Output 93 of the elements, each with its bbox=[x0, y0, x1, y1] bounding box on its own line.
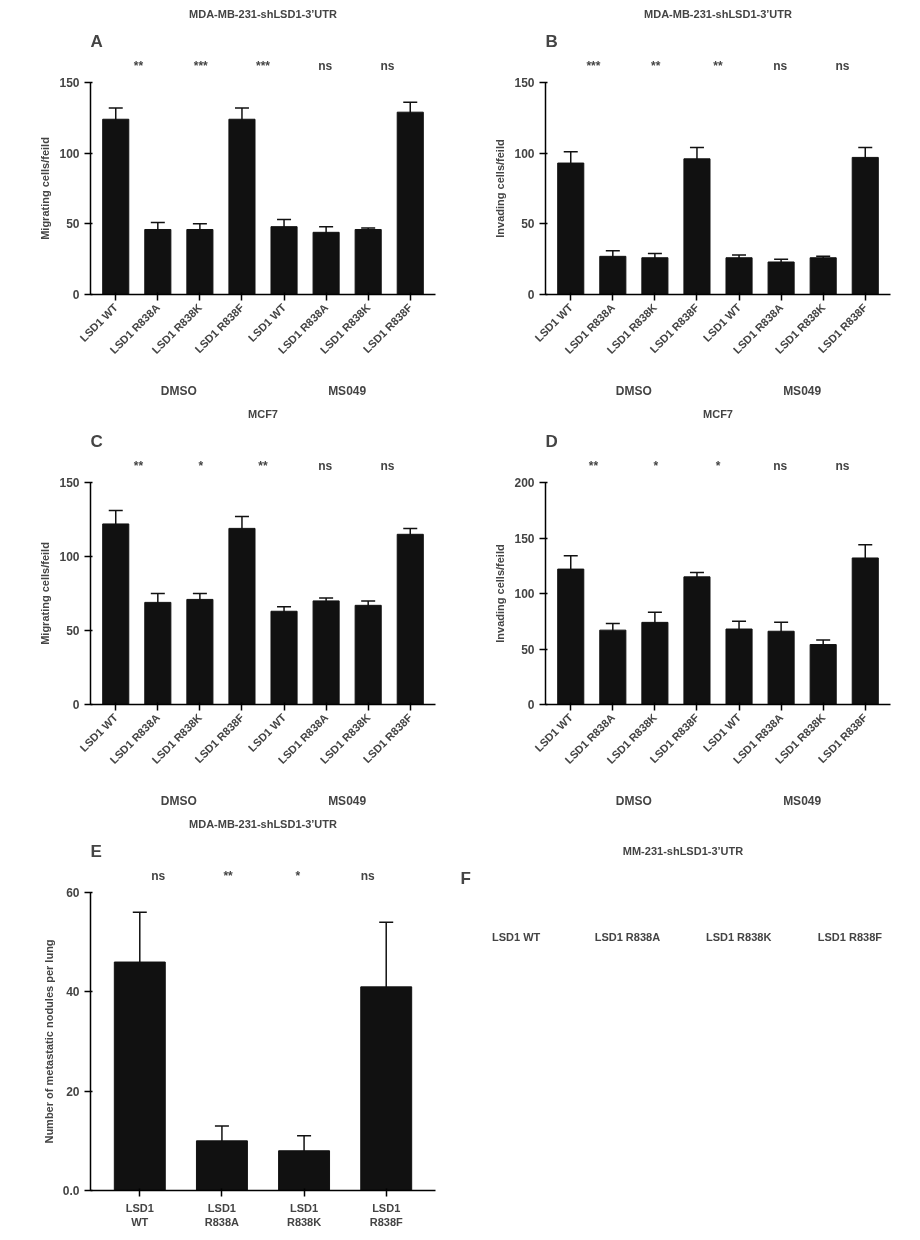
text: B bbox=[545, 31, 558, 51]
y-tick-label: 100 bbox=[59, 550, 80, 564]
text: DMSO bbox=[615, 793, 652, 808]
bar bbox=[641, 257, 669, 295]
y-tick-label: 200 bbox=[514, 476, 535, 490]
text: MM-231-shLSD1-3’UTR bbox=[622, 844, 744, 857]
text: ns bbox=[773, 58, 788, 73]
y-tick-label: 0 bbox=[72, 698, 80, 712]
text: ** bbox=[133, 458, 144, 473]
text: ** bbox=[258, 458, 268, 473]
chart-title: MCF7 bbox=[248, 407, 278, 420]
text: LSD1 R838F bbox=[817, 931, 883, 944]
text: ns bbox=[318, 58, 333, 73]
y-tick-label: 100 bbox=[514, 587, 535, 601]
bar bbox=[312, 600, 340, 705]
text: ns bbox=[360, 868, 376, 883]
y-axis-title: Migrating cells/feild bbox=[39, 137, 52, 240]
bar bbox=[725, 257, 753, 295]
y-tick-label: 50 bbox=[521, 217, 535, 232]
text: A bbox=[90, 31, 103, 51]
text: F bbox=[460, 868, 471, 888]
y-tick-label: 0 bbox=[72, 288, 80, 302]
bar bbox=[186, 598, 214, 705]
chart-title: MDA-MB-231-shLSD1-3’UTR bbox=[189, 7, 338, 20]
text: MS049 bbox=[783, 383, 822, 398]
text: ** bbox=[651, 58, 661, 73]
text: ns bbox=[835, 458, 850, 473]
y-tick-label: 50 bbox=[521, 642, 535, 657]
y-tick-label: 150 bbox=[514, 531, 535, 546]
bar bbox=[396, 533, 424, 705]
y-tick-label: 0 bbox=[527, 698, 535, 712]
y-tick-label: 50 bbox=[66, 624, 80, 638]
y-tick-label: 150 bbox=[514, 76, 535, 90]
text: ns bbox=[773, 458, 788, 473]
y-tick-label: 100 bbox=[514, 146, 535, 161]
text: ** bbox=[713, 58, 723, 73]
bar bbox=[186, 228, 214, 295]
bar bbox=[599, 255, 627, 295]
text: ns bbox=[380, 458, 395, 473]
y-tick-label: 150 bbox=[59, 476, 80, 490]
text: MS049 bbox=[328, 793, 367, 808]
bar bbox=[354, 604, 382, 705]
text: ns bbox=[380, 58, 395, 73]
y-tick-label: 50 bbox=[66, 217, 80, 232]
y-tick-label: 60 bbox=[66, 886, 80, 900]
bar bbox=[767, 261, 795, 295]
text: LSD1 R838K bbox=[705, 931, 772, 944]
text: DMSO bbox=[160, 383, 197, 398]
y-axis-title: Migrating cells/feild bbox=[39, 542, 52, 645]
chart-title: MDA-MB-231-shLSD1-3’UTR bbox=[644, 7, 793, 20]
bar bbox=[312, 231, 340, 295]
bar bbox=[809, 644, 837, 705]
bar bbox=[683, 576, 711, 705]
text: DMSO bbox=[160, 793, 197, 808]
text: MS049 bbox=[328, 383, 367, 398]
text: C bbox=[90, 431, 103, 451]
text: *** bbox=[193, 58, 209, 73]
text: ns bbox=[151, 868, 166, 883]
text: DMSO bbox=[615, 383, 652, 398]
text: * bbox=[198, 458, 204, 473]
text: *** bbox=[256, 58, 271, 73]
chart-title: MCF7 bbox=[703, 407, 733, 420]
y-tick-label: 150 bbox=[59, 76, 80, 90]
x-tick-label: LSD1 R838F bbox=[369, 1201, 403, 1228]
x-tick-label: LSD1 WT bbox=[125, 1201, 154, 1228]
text: LSD1 WT bbox=[491, 931, 541, 944]
chart-title: MDA-MB-231-shLSD1-3’UTR bbox=[189, 817, 338, 830]
text: ns bbox=[318, 458, 333, 473]
x-tick-label: LSD1 R838A bbox=[204, 1201, 240, 1228]
text: *** bbox=[586, 58, 601, 73]
bar bbox=[354, 228, 382, 295]
text: * bbox=[715, 458, 721, 473]
y-tick-label: 0.0 bbox=[62, 1184, 80, 1198]
y-tick-label: 20 bbox=[66, 1084, 80, 1099]
text: MS049 bbox=[783, 793, 822, 808]
text: ** bbox=[133, 58, 144, 73]
text: ** bbox=[588, 458, 599, 473]
y-axis-title: Invading cells/feild bbox=[494, 544, 507, 643]
bar bbox=[270, 610, 298, 705]
y-tick-label: 0 bbox=[527, 288, 535, 302]
y-axis-title: Number of metastatic nodules per lung bbox=[42, 939, 55, 1144]
x-tick-label: LSD1 R838K bbox=[286, 1201, 322, 1228]
bar bbox=[809, 257, 837, 295]
text: LSD1 R838A bbox=[594, 931, 661, 944]
text: * bbox=[295, 868, 301, 883]
text: E bbox=[90, 841, 102, 861]
text: * bbox=[653, 458, 659, 473]
y-tick-label: 40 bbox=[66, 985, 80, 1000]
text: D bbox=[545, 431, 558, 451]
y-tick-label: 100 bbox=[59, 146, 80, 161]
text: ns bbox=[835, 58, 850, 73]
text: ** bbox=[223, 868, 234, 883]
y-axis-title: Invading cells/feild bbox=[494, 139, 507, 238]
